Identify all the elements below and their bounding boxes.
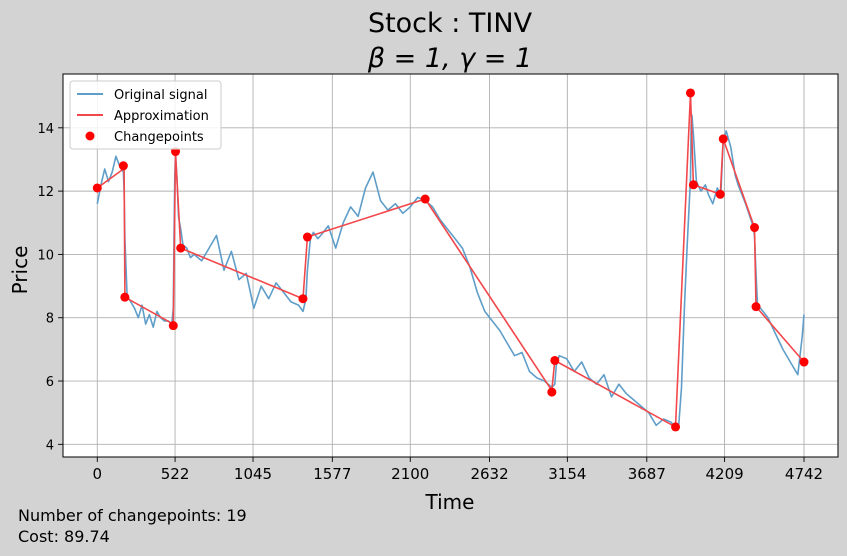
y-tick-label: 10 (37, 248, 54, 263)
y-axis-label: Price (8, 246, 32, 295)
x-tick-label: 2100 (391, 465, 429, 483)
y-tick-label: 12 (37, 185, 54, 200)
changepoint-marker (685, 88, 695, 98)
changepoint-marker (420, 194, 430, 204)
legend-approximation-label: Approximation (114, 109, 209, 124)
changepoint-marker (302, 232, 312, 242)
x-tick-label: 0 (93, 465, 103, 483)
chart-subtitle: β = 1, γ = 1 (367, 43, 532, 74)
x-tick-label: 1045 (234, 465, 272, 483)
changepoint-marker (92, 183, 102, 193)
plot-frame (62, 73, 839, 458)
x-tick-label: 3687 (628, 465, 666, 483)
x-tick-label: 1577 (313, 465, 351, 483)
changepoint-marker (120, 292, 130, 302)
changepoint-marker (176, 243, 186, 253)
axis-ticks: 0 522 1045 1577 2100 2632 3154 3687 4209 4742 4 6 8 1… (37, 122, 823, 483)
changepoint-marker (118, 161, 128, 171)
x-axis-label: Time (425, 490, 475, 514)
series-layer (92, 88, 809, 432)
changepoint-marker (718, 134, 728, 144)
legend-box (69, 80, 222, 150)
legend: Original signal Approximation Changepoin… (69, 80, 222, 150)
changepoint-marker (671, 422, 681, 432)
x-tick-label: 4209 (705, 465, 743, 483)
changepoints-count-text: Number of changepoints: 19 (18, 506, 247, 525)
changepoint-marker (168, 321, 178, 331)
changepoint-marker (550, 355, 560, 365)
changepoint-marker (547, 387, 557, 397)
y-tick-label: 4 (46, 438, 54, 453)
y-tick-label: 14 (37, 122, 54, 137)
approximation-line (96, 92, 805, 428)
x-tick-label: 4742 (785, 465, 823, 483)
cost-text: Cost: 89.74 (18, 527, 110, 546)
x-tick-label: 3154 (548, 465, 586, 483)
changepoint-marker (750, 223, 760, 233)
legend-changepoints-label: Changepoints (114, 130, 204, 145)
changepoint-marker (751, 302, 761, 312)
changepoint-marker (298, 294, 308, 304)
legend-signal-label: Original signal (114, 88, 207, 103)
changepoint-marker (715, 189, 725, 199)
changepoint-marker (688, 180, 698, 190)
y-tick-label: 8 (46, 312, 54, 327)
legend-changepoints-marker (85, 131, 95, 141)
x-tick-label: 522 (161, 465, 190, 483)
changepoint-marker (799, 357, 809, 367)
y-tick-label: 6 (46, 375, 54, 390)
chart-title: Stock : TINV (368, 8, 533, 39)
x-tick-label: 2632 (470, 465, 508, 483)
